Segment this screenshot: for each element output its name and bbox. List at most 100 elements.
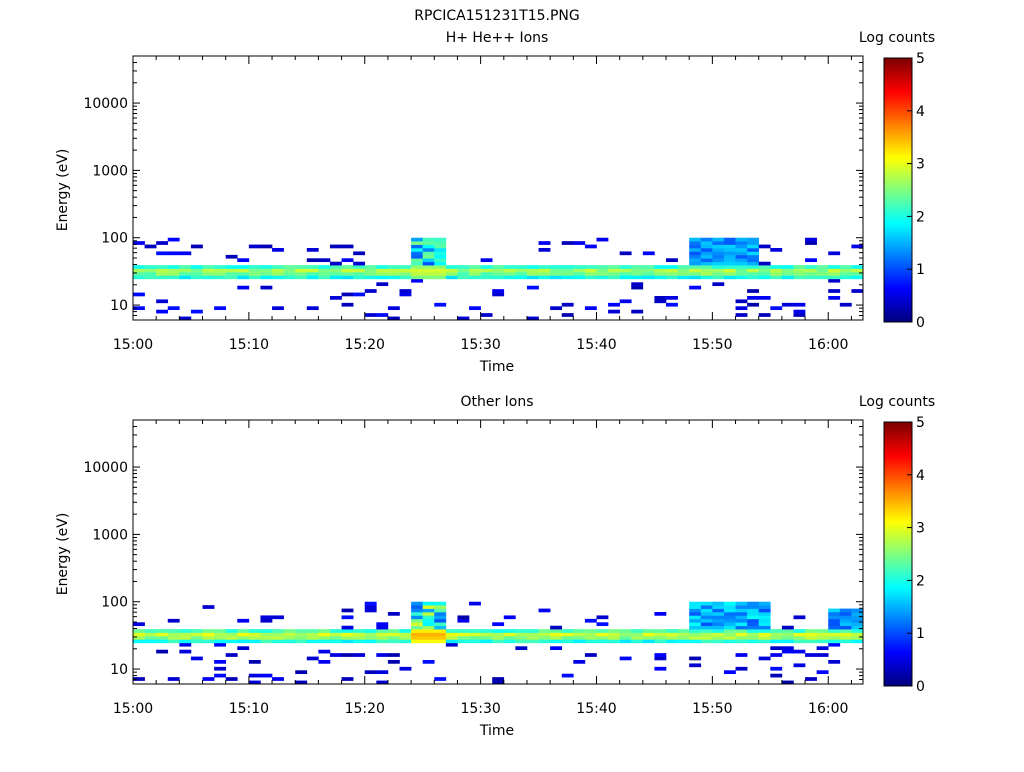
x-tick-label: 15:00 (113, 337, 153, 353)
heatmap-cell (735, 261, 748, 266)
heatmap-cell (283, 272, 296, 276)
heatmap-cell (689, 629, 702, 633)
colorbar-segment (884, 172, 912, 175)
heatmap-cell (677, 632, 690, 637)
heatmap-cell (422, 636, 435, 640)
colorbar-segment (884, 304, 912, 307)
heatmap-cell (469, 629, 481, 633)
heatmap-cell (550, 275, 563, 280)
heatmap-cell (573, 632, 586, 637)
colorbar-segment (884, 311, 912, 314)
heatmap-cell (793, 313, 806, 317)
colorbar-segment (884, 664, 912, 667)
heatmap-cell (387, 660, 400, 664)
heatmap-cell (839, 639, 852, 644)
heatmap-cell (457, 268, 470, 273)
colorbar-segment (884, 494, 912, 498)
heatmap-cell (747, 272, 760, 276)
heatmap-cell (133, 292, 145, 297)
heatmap-cell (805, 629, 817, 633)
heatmap-cell (642, 636, 655, 640)
heatmap-cell (156, 632, 169, 637)
colorbar-segment (884, 499, 912, 502)
heatmap-cell (492, 289, 505, 293)
heatmap-cell (538, 639, 551, 644)
heatmap-cell (353, 251, 366, 256)
heatmap-cell (214, 265, 226, 269)
heatmap-cell (735, 272, 748, 276)
heatmap-cell (689, 656, 702, 661)
heatmap-cell (700, 244, 713, 249)
heatmap-cell (654, 275, 667, 280)
colorbar-segment (884, 505, 912, 509)
heatmap-cell (561, 639, 574, 644)
heatmap-cell (457, 639, 470, 644)
heatmap-cell (237, 629, 250, 633)
heatmap-cell (237, 275, 250, 280)
colorbar-segment (884, 617, 912, 621)
heatmap-cell (839, 302, 852, 307)
heatmap-cell (689, 625, 702, 630)
heatmap-cell (666, 639, 678, 644)
colorbar-segment (884, 319, 912, 323)
heatmap-cell (318, 639, 331, 644)
heatmap-cell (434, 265, 447, 269)
heatmap-cell (735, 601, 748, 606)
heatmap-cell (503, 632, 516, 637)
colorbar-segment (884, 146, 912, 149)
heatmap-cell (387, 639, 400, 644)
heatmap-cell (758, 265, 771, 269)
heatmap-cell (538, 265, 551, 269)
heatmap-cell (411, 261, 423, 266)
y-tick-label: 100 (101, 595, 128, 611)
heatmap-cell (492, 636, 505, 640)
heatmap-cell (839, 612, 852, 616)
heatmap-cell (376, 629, 389, 633)
heatmap-cell (179, 636, 192, 640)
heatmap-cell (480, 272, 493, 276)
colorbar-segment (884, 73, 912, 76)
colorbar-segment (884, 547, 912, 550)
heatmap-cell (747, 636, 760, 640)
heatmap-cell (133, 622, 145, 627)
heatmap-cell (805, 237, 817, 242)
heatmap-cell (735, 608, 748, 613)
heatmap-cell (781, 646, 794, 651)
heatmap-cell (411, 244, 423, 249)
colorbar-segment (884, 446, 912, 449)
colorbar-segment (884, 159, 912, 162)
colorbar-segment (884, 262, 912, 266)
heatmap-cell (642, 265, 655, 269)
colorbar-segment (884, 220, 912, 224)
colorbar-segment (884, 450, 912, 454)
heatmap-cell (422, 625, 435, 630)
heatmap-cell (202, 636, 215, 640)
colorbar-segment (884, 71, 912, 74)
heatmap-cell (364, 313, 377, 317)
heatmap-cell (376, 680, 389, 685)
heatmap-cell (712, 248, 725, 252)
heatmap-cell (387, 268, 400, 273)
heatmap-cell (202, 632, 215, 637)
x-tick-label: 15:40 (576, 337, 616, 353)
heatmap-cell (723, 632, 736, 637)
heatmap-cell (596, 629, 609, 633)
colorbar-segment (884, 297, 912, 301)
colorbar-segment (884, 474, 912, 478)
heatmap-cell (816, 636, 829, 640)
heatmap-cell (700, 237, 713, 242)
heatmap-cell (735, 248, 748, 252)
heatmap-cell (747, 289, 760, 293)
heatmap-cell (283, 275, 296, 280)
heatmap-cell (364, 289, 377, 293)
colorbar-segment (884, 181, 912, 184)
colorbar-segment (884, 565, 912, 568)
y-tick-label: 10000 (83, 96, 128, 112)
colorbar-segment (884, 275, 912, 279)
heatmap-cell (839, 272, 852, 276)
heatmap-cell (712, 605, 725, 609)
colorbar-segment (884, 60, 912, 63)
colorbar-segment (884, 587, 912, 590)
heatmap-cell (260, 673, 273, 678)
heatmap-cell (526, 632, 539, 637)
